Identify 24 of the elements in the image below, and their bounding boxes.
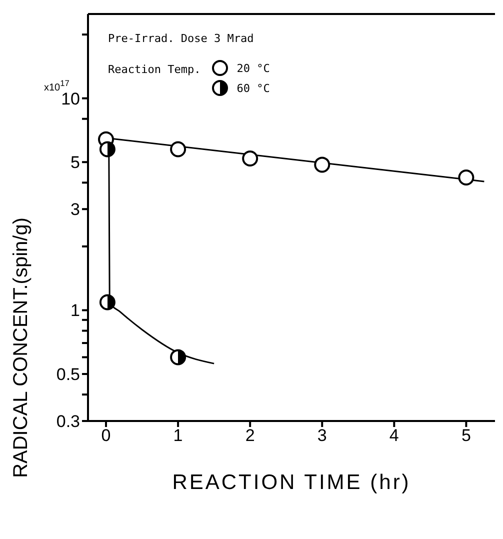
y-tick-label: 1 (70, 301, 80, 320)
y-tick-label: 0.5 (56, 365, 80, 384)
point (314, 156, 330, 173)
point (242, 150, 258, 166)
point (458, 169, 474, 186)
point (99, 141, 116, 158)
point (170, 349, 186, 366)
y-axis-title: RADICAL CONCENT.(spin/g) (10, 218, 32, 478)
y-tick-label: 5 (70, 153, 80, 172)
x-tick-label: 1 (173, 426, 183, 446)
point (99, 294, 116, 310)
legend-title: Reaction Temp. (108, 63, 201, 76)
x-tick-label: 3 (317, 426, 327, 446)
annotation: Pre-Irrad. Dose 3 Mrad (108, 32, 254, 45)
x-tick-label: 4 (389, 426, 399, 446)
y-tick-label: 0.3 (56, 412, 80, 432)
x-axis-title: REACTION TIME (hr) (172, 471, 411, 494)
x-tick-label: 2 (245, 426, 255, 446)
point (170, 141, 186, 158)
x-tick-label: 5 (461, 426, 471, 446)
legend-label: 60 °C (236, 82, 270, 94)
legend-label: 20 °C (236, 62, 270, 74)
y-tick-label: 3 (70, 200, 80, 220)
x-tick-label: 0 (101, 426, 111, 446)
